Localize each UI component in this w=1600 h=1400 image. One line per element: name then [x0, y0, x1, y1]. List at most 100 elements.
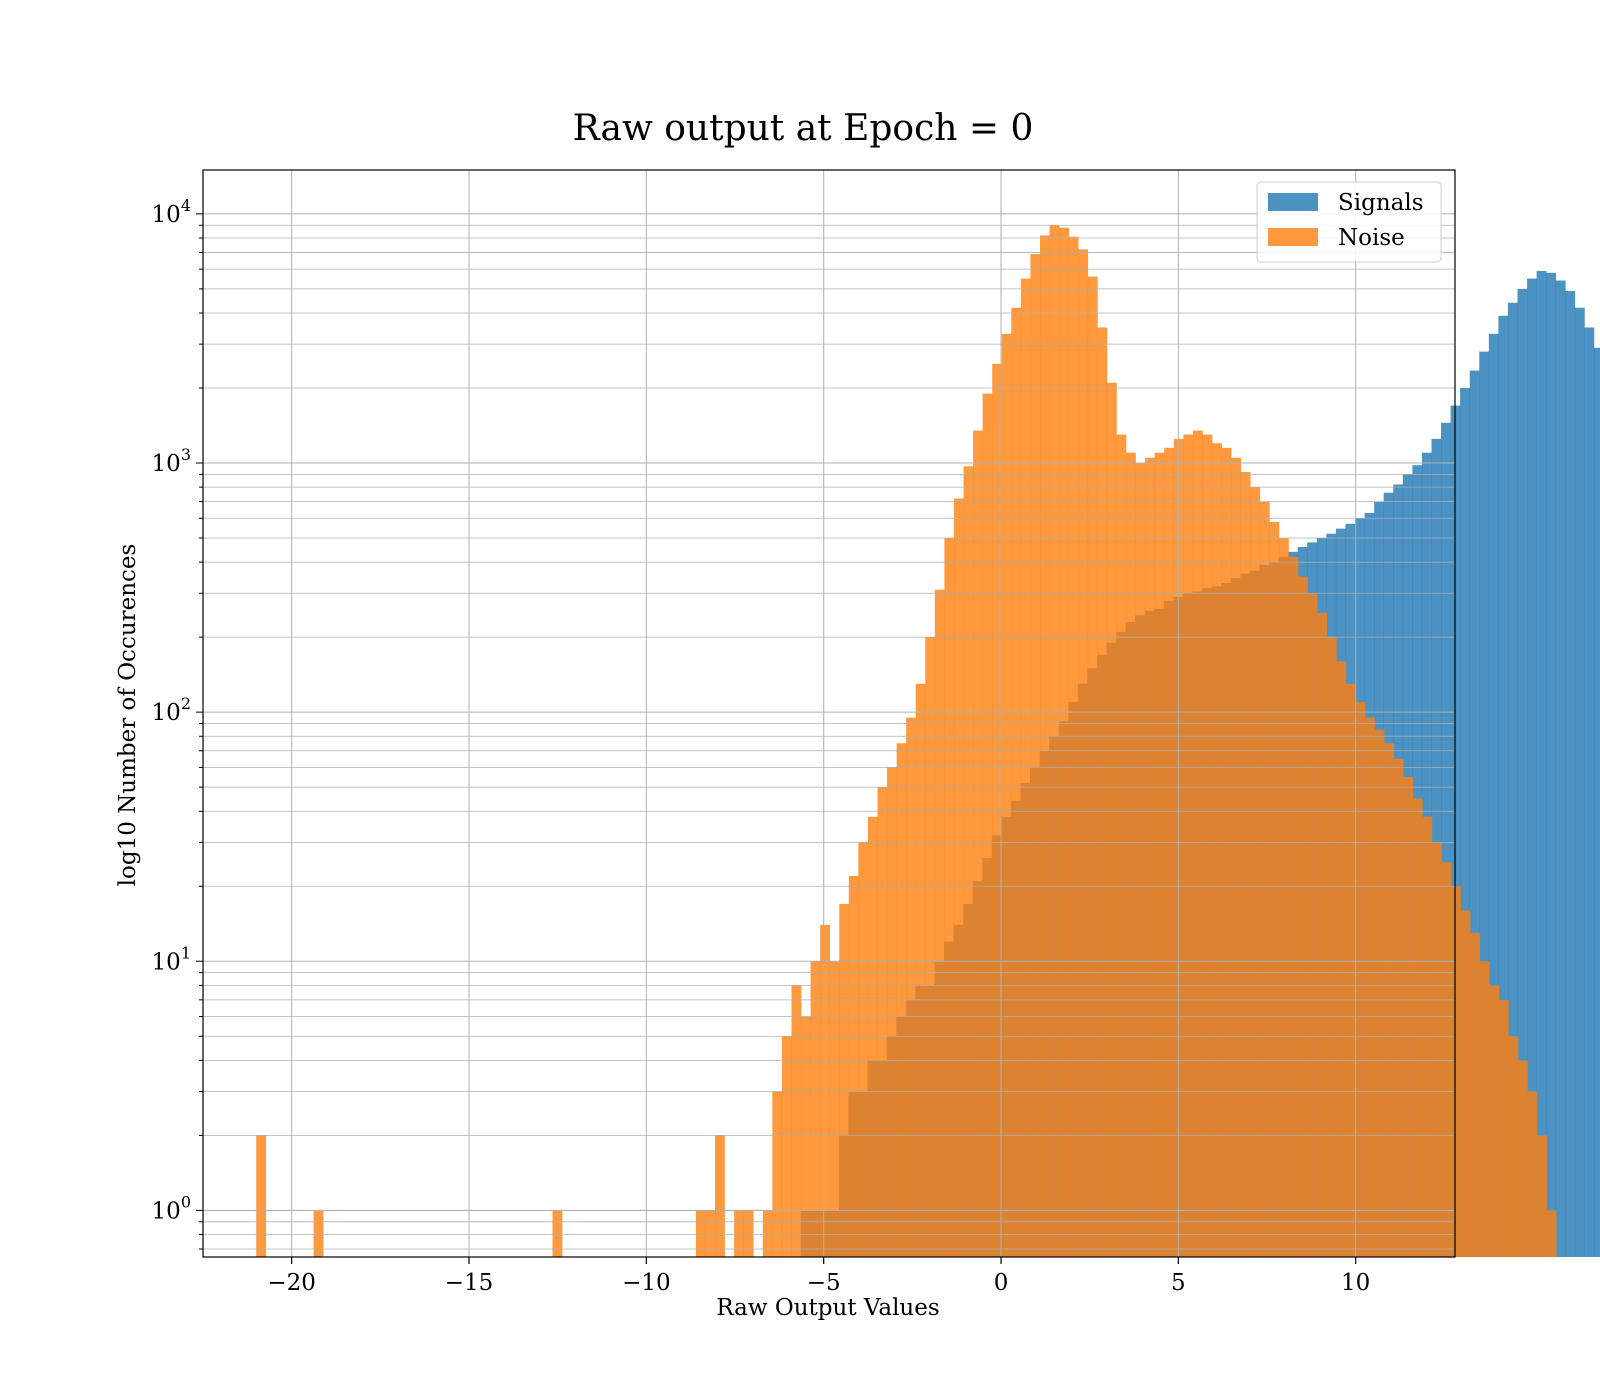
- bar: [1355, 701, 1366, 1257]
- chart-title: Raw output at Epoch = 0: [573, 108, 1034, 149]
- legend-label-noise: Noise: [1338, 225, 1405, 251]
- bar: [1498, 315, 1509, 1257]
- bar: [1517, 1060, 1528, 1257]
- bar: [1212, 443, 1222, 1257]
- x-tick-label: 5: [1171, 1270, 1186, 1296]
- bar: [1517, 288, 1528, 1257]
- bar: [1164, 447, 1175, 1257]
- x-tick-label: −10: [622, 1270, 671, 1296]
- bar: [1527, 278, 1537, 1257]
- legend: Signals Noise: [1256, 181, 1442, 263]
- legend-swatch-noise: [1268, 228, 1318, 246]
- bar: [1555, 280, 1566, 1257]
- bar: [791, 985, 802, 1257]
- bar: [705, 1210, 716, 1257]
- bar: [1431, 842, 1442, 1257]
- y-tick-label: 103: [152, 445, 191, 477]
- bar: [1565, 291, 1576, 1257]
- y-tick-label: 100: [152, 1192, 191, 1224]
- bar: [1345, 683, 1356, 1257]
- bar: [1183, 434, 1194, 1257]
- bar: [1507, 302, 1518, 1257]
- x-axis-ticks: −20 −15 −10 −5 0 5 10: [267, 1257, 1370, 1296]
- bar: [858, 842, 869, 1257]
- bar: [992, 363, 1003, 1257]
- bar: [1536, 270, 1547, 1258]
- series-noise: [256, 225, 1557, 1258]
- bar: [762, 1210, 773, 1257]
- bar: [1546, 272, 1557, 1257]
- bar: [848, 875, 859, 1257]
- bar: [915, 683, 926, 1257]
- bar: [1479, 961, 1490, 1257]
- bar: [1106, 382, 1117, 1258]
- bar: [1030, 254, 1041, 1257]
- bar: [734, 1210, 744, 1257]
- bar: [982, 393, 993, 1257]
- bar: [1087, 276, 1098, 1258]
- bar: [1412, 798, 1423, 1257]
- bar: [1460, 910, 1471, 1257]
- bar: [810, 961, 821, 1257]
- bar: [1441, 862, 1452, 1257]
- bar: [1145, 457, 1155, 1258]
- bar: [1221, 447, 1232, 1257]
- bar: [1422, 816, 1433, 1257]
- bar: [1393, 758, 1404, 1257]
- bar: [1288, 556, 1299, 1257]
- x-tick-label: 0: [994, 1270, 1009, 1296]
- bar: [820, 924, 831, 1257]
- bar: [1011, 307, 1022, 1258]
- bar: [1498, 999, 1509, 1257]
- bar: [781, 1036, 792, 1257]
- bar: [1479, 351, 1490, 1258]
- bar: [1489, 985, 1500, 1257]
- bar: [887, 767, 897, 1257]
- bar: [715, 1135, 725, 1257]
- bar: [1278, 538, 1289, 1257]
- bar: [839, 903, 850, 1257]
- bar: [1307, 593, 1318, 1257]
- bar: [1001, 333, 1012, 1257]
- bar: [1441, 422, 1451, 1257]
- bar: [1202, 434, 1213, 1257]
- x-tick-label: −20: [267, 1270, 316, 1296]
- bar: [1374, 729, 1385, 1257]
- bar: [1317, 612, 1328, 1257]
- bar: [1574, 307, 1585, 1258]
- bar: [1126, 452, 1136, 1257]
- bar: [743, 1210, 754, 1257]
- bar: [934, 589, 945, 1257]
- y-tick-label: 104: [152, 196, 191, 228]
- bar: [1240, 472, 1251, 1257]
- bar: [1298, 576, 1308, 1257]
- bar: [1059, 227, 1069, 1258]
- bar: [906, 717, 917, 1257]
- bar: [1250, 487, 1261, 1257]
- histogram-bars: [256, 225, 1600, 1258]
- grid-lines: [203, 170, 1455, 1257]
- bar: [925, 637, 936, 1257]
- bar: [695, 1210, 706, 1257]
- x-tick-label: 10: [1341, 1270, 1370, 1296]
- bar: [944, 538, 955, 1257]
- bar: [1537, 1135, 1547, 1257]
- bar: [1259, 501, 1270, 1258]
- y-axis-ticks: 100 101 102 103 104: [152, 196, 203, 1250]
- y-axis-label: log10 Number of Occurences: [115, 544, 141, 887]
- y-tick-label: 101: [152, 943, 191, 975]
- bar: [1326, 637, 1337, 1257]
- bar: [1451, 886, 1461, 1257]
- bar: [1097, 327, 1108, 1258]
- bar: [1269, 521, 1280, 1257]
- bar: [1078, 249, 1089, 1257]
- bar: [1068, 236, 1079, 1258]
- bar: [1336, 661, 1347, 1257]
- bar: [867, 816, 878, 1257]
- bar: [1488, 333, 1499, 1257]
- bar: [1364, 717, 1375, 1257]
- bar: [1584, 327, 1595, 1258]
- bar: [1546, 1210, 1557, 1257]
- bar: [1460, 388, 1471, 1257]
